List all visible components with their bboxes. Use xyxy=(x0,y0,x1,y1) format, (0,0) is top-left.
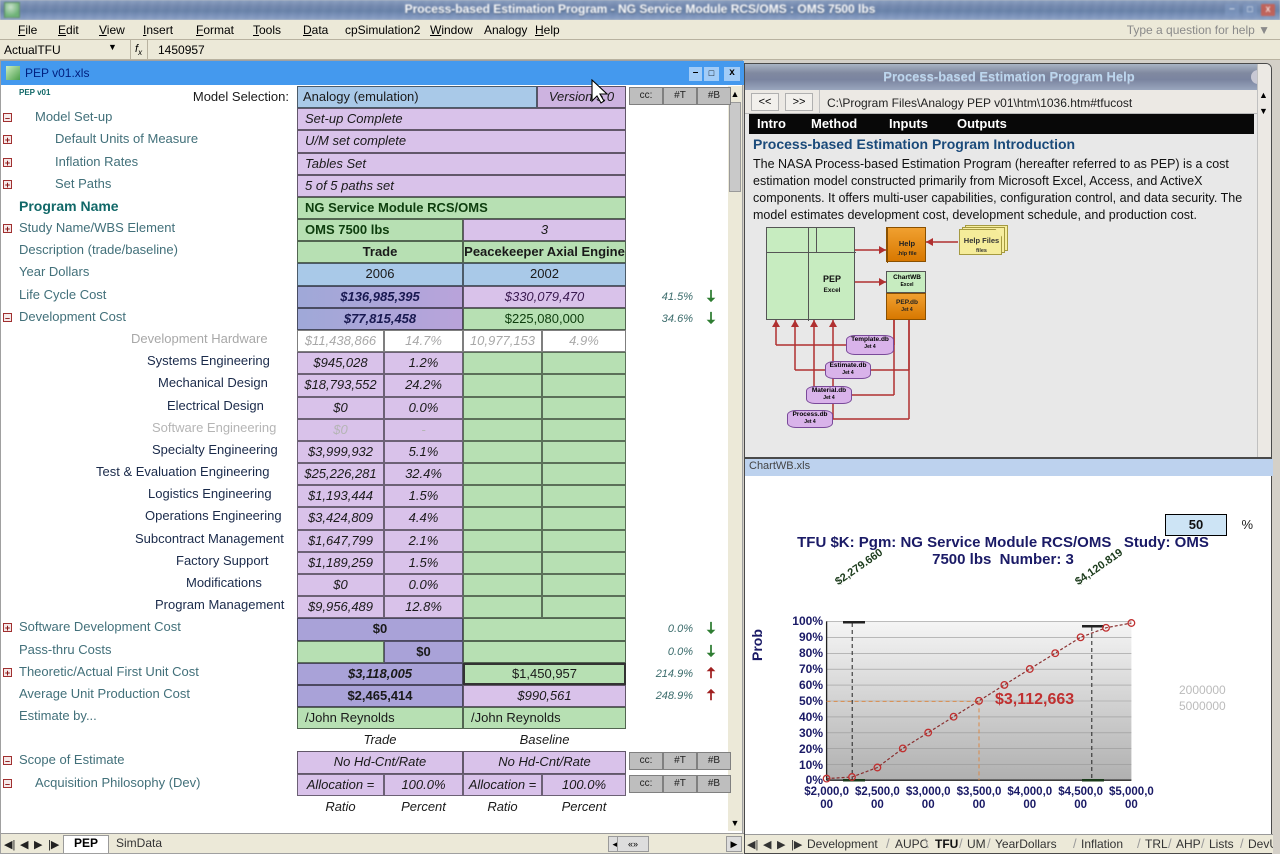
svg-text:$4,500,0: $4,500,0 xyxy=(1058,786,1103,798)
svg-text:60%: 60% xyxy=(799,678,823,692)
svg-text:$3,500,0: $3,500,0 xyxy=(957,786,1002,798)
svg-text:$5,000,0: $5,000,0 xyxy=(1109,786,1154,798)
svg-text:40%: 40% xyxy=(799,710,823,724)
svg-text:20%: 20% xyxy=(799,742,823,756)
svg-text:00: 00 xyxy=(1074,799,1087,811)
svg-text:90%: 90% xyxy=(799,630,823,644)
svg-text:50%: 50% xyxy=(799,694,823,708)
svg-text:10%: 10% xyxy=(799,758,823,772)
svg-text:00: 00 xyxy=(1125,799,1138,811)
svg-text:30%: 30% xyxy=(799,726,823,740)
svg-text:00: 00 xyxy=(871,799,884,811)
svg-text:00: 00 xyxy=(1023,799,1036,811)
svg-text:80%: 80% xyxy=(799,646,823,660)
svg-text:00: 00 xyxy=(820,799,833,811)
svg-text:$2,500,0: $2,500,0 xyxy=(855,786,900,798)
svg-text:100%: 100% xyxy=(792,614,823,628)
svg-text:00: 00 xyxy=(973,799,986,811)
svg-text:$4,000,0: $4,000,0 xyxy=(1007,786,1052,798)
svg-text:$2,000,0: $2,000,0 xyxy=(804,786,849,798)
svg-text:00: 00 xyxy=(922,799,935,811)
svg-text:$3,112,663: $3,112,663 xyxy=(995,691,1074,708)
svg-text:70%: 70% xyxy=(799,662,823,676)
svg-text:0%: 0% xyxy=(806,773,824,787)
svg-text:$3,000,0: $3,000,0 xyxy=(906,786,951,798)
